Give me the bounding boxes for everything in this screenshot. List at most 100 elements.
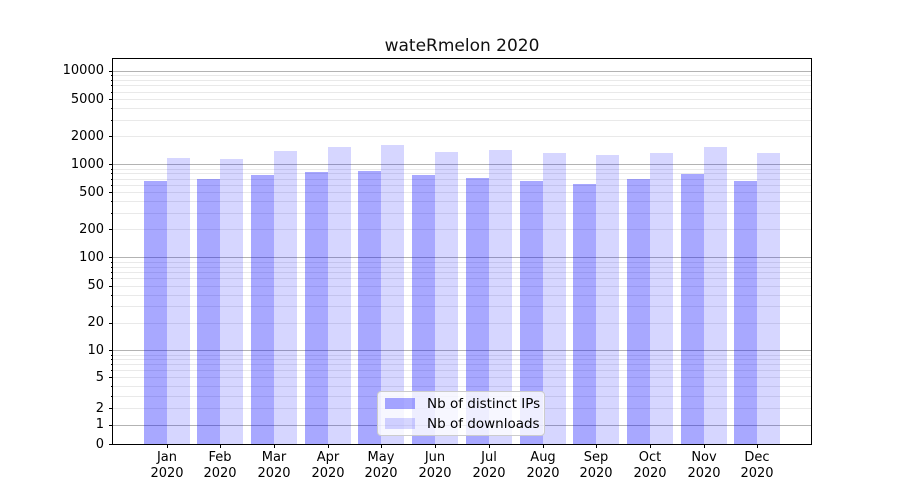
gridline-minor-70	[113, 272, 811, 273]
x-tick-year: 2020	[687, 466, 721, 481]
y-minortick-mark-8000	[111, 80, 113, 81]
y-tick-mark-500	[109, 192, 113, 193]
gridline-minor-2000	[113, 136, 811, 137]
y-tick-label-500: 500	[79, 185, 104, 200]
bar-dec-2020-distinct-ips	[734, 181, 757, 444]
y-minortick-mark-3	[111, 396, 113, 397]
x-tick-year: 2020	[472, 466, 506, 481]
x-tick-month: Jun	[424, 450, 446, 465]
legend-swatch-downloads	[385, 418, 415, 429]
y-minortick-mark-800	[111, 173, 113, 174]
plot-area	[112, 58, 812, 445]
gridline-minor-40	[113, 295, 811, 296]
y-tick-label-100: 100	[79, 250, 104, 265]
gridline-minor-8000	[113, 80, 811, 81]
bar-oct-2020-downloads	[650, 153, 673, 444]
gridline-minor-4000	[113, 108, 811, 109]
y-tick-label-1: 1	[95, 417, 104, 432]
y-minortick-mark-600	[111, 185, 113, 186]
x-tick-month: Mar	[261, 450, 287, 465]
bar-feb-2020-distinct-ips	[197, 179, 220, 444]
bar-jun-2020-downloads	[435, 152, 458, 444]
x-tick-label-may: May 2020	[353, 450, 409, 482]
bar-apr-2020-downloads	[328, 147, 351, 444]
gridline-minor-7000	[113, 85, 811, 86]
y-tick-mark-1000	[109, 164, 113, 165]
y-minortick-mark-300	[111, 213, 113, 214]
x-tick-mark-sep	[596, 444, 597, 448]
gridline-minor-6000	[113, 92, 811, 93]
x-tick-year: 2020	[526, 466, 560, 481]
bar-aug-2020-downloads	[543, 153, 566, 444]
bar-mar-2020-distinct-ips	[251, 175, 274, 444]
gridline-minor-30	[113, 306, 811, 307]
y-minortick-mark-60	[111, 278, 113, 279]
gridline-minor-50	[113, 286, 811, 287]
x-tick-month: Dec	[744, 450, 770, 465]
gridline-minor-600	[113, 185, 811, 186]
legend-item-distinct-ips: Nb of distinct IPs	[385, 396, 540, 412]
y-tick-mark-5000	[109, 99, 113, 100]
x-tick-month: Oct	[638, 450, 662, 465]
gridline-minor-4	[113, 386, 811, 387]
x-tick-year: 2020	[740, 466, 774, 481]
gridline-major-1000	[113, 164, 811, 165]
x-tick-year: 2020	[364, 466, 398, 481]
gridline-minor-9	[113, 355, 811, 356]
gridline-major-100	[113, 257, 811, 258]
x-tick-month: Apr	[316, 450, 340, 465]
y-tick-mark-50	[109, 286, 113, 287]
gridline-minor-300	[113, 213, 811, 214]
y-tick-label-1000: 1000	[70, 157, 104, 172]
x-tick-mark-dec	[757, 444, 758, 448]
bar-nov-2020-downloads	[704, 147, 727, 444]
x-tick-month: Jan	[156, 450, 178, 465]
gridline-minor-9000	[113, 75, 811, 76]
y-tick-label-2000: 2000	[70, 129, 104, 144]
y-tick-label-5: 5	[95, 370, 104, 385]
y-tick-mark-200	[109, 229, 113, 230]
y-tick-mark-5	[109, 377, 113, 378]
x-tick-year: 2020	[257, 466, 291, 481]
x-tick-year: 2020	[579, 466, 613, 481]
x-tick-label-feb: Feb 2020	[192, 450, 248, 482]
y-tick-label-10: 10	[87, 343, 104, 358]
y-minortick-mark-9000	[111, 75, 113, 76]
y-tick-label-50: 50	[87, 278, 104, 293]
x-tick-mark-nov	[704, 444, 705, 448]
bar-jun-2020-distinct-ips	[412, 175, 435, 444]
x-tick-label-jul: Jul 2020	[461, 450, 517, 482]
bar-nov-2020-distinct-ips	[681, 174, 704, 444]
bar-feb-2020-downloads	[220, 159, 243, 444]
y-minortick-mark-7000	[111, 85, 113, 86]
bar-jul-2020-distinct-ips	[466, 178, 489, 444]
y-minortick-mark-3000	[111, 120, 113, 121]
gridline-minor-7	[113, 364, 811, 365]
bar-jul-2020-downloads	[489, 150, 512, 444]
bar-may-2020-downloads	[381, 145, 404, 444]
x-tick-month: Feb	[208, 450, 232, 465]
y-minortick-mark-8	[111, 359, 113, 360]
gridline-minor-8	[113, 359, 811, 360]
gridline-minor-900	[113, 169, 811, 170]
x-tick-month: Sep	[583, 450, 609, 465]
y-minortick-mark-4000	[111, 108, 113, 109]
y-minortick-mark-400	[111, 201, 113, 202]
y-minortick-mark-80	[111, 267, 113, 268]
bar-aug-2020-distinct-ips	[520, 181, 543, 444]
x-tick-mark-apr	[328, 444, 329, 448]
legend-item-downloads: Nb of downloads	[385, 416, 540, 432]
y-minortick-mark-30	[111, 306, 113, 307]
gridline-major-10000	[113, 71, 811, 72]
y-tick-label-0: 0	[95, 437, 104, 452]
x-tick-label-mar: Mar 2020	[246, 450, 302, 482]
x-tick-label-nov: Nov 2020	[676, 450, 732, 482]
gridline-minor-60	[113, 278, 811, 279]
legend-swatch-distinct-ips	[385, 398, 415, 409]
y-minortick-mark-6000	[111, 92, 113, 93]
x-tick-mark-jan	[167, 444, 168, 448]
x-tick-month: Nov	[691, 450, 717, 465]
bar-may-2020-distinct-ips	[358, 171, 381, 444]
legend: Nb of distinct IPs Nb of downloads	[377, 391, 545, 436]
